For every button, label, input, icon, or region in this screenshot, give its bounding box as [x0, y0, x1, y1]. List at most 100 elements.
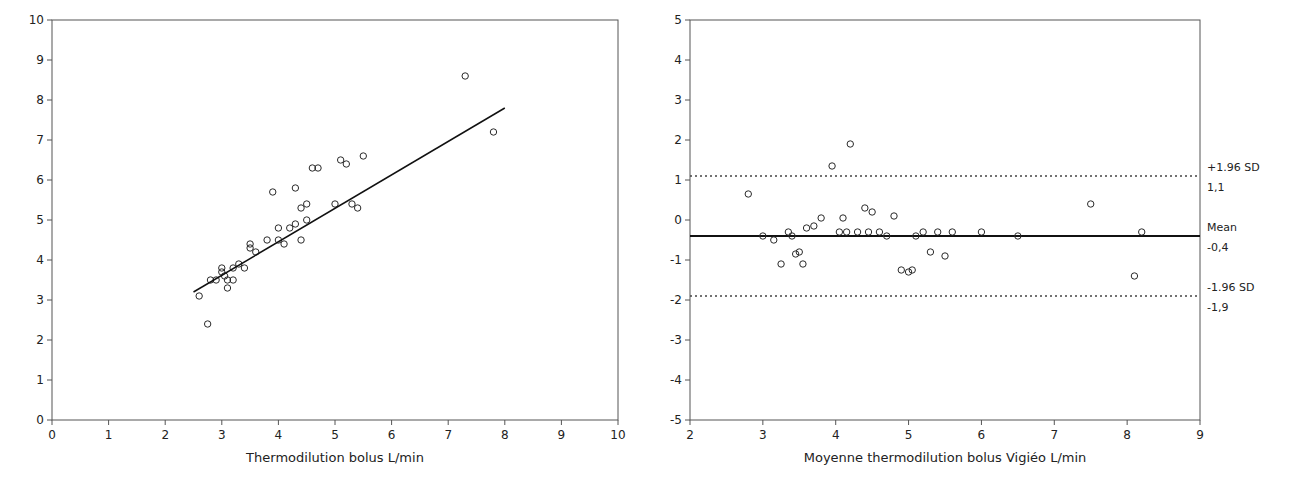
x-tick	[221, 420, 222, 425]
scatter-point	[196, 293, 202, 299]
x-tick	[278, 420, 279, 425]
scatter-point	[800, 261, 806, 267]
page: {"chart_data": [ {"type": "scatter", "x_…	[0, 0, 1301, 480]
y-tick	[47, 340, 52, 341]
x-tick	[448, 420, 449, 425]
scatter-point	[292, 221, 298, 227]
y-tick	[685, 220, 690, 221]
x-tick-label: 5	[905, 428, 913, 442]
y-tick-label: 0	[36, 413, 44, 427]
y-tick	[685, 420, 690, 421]
y-tick-label: 0	[674, 213, 682, 227]
scatter-point	[241, 265, 247, 271]
scatter-point	[264, 237, 270, 243]
scatter-point	[462, 73, 468, 79]
x-tick	[504, 420, 505, 425]
axes: 012345678910012345678910Thermodilution b…	[29, 13, 626, 465]
scatter-point	[224, 285, 230, 291]
x-tick	[762, 420, 763, 425]
y-tick	[685, 20, 690, 21]
scatter-point	[876, 229, 882, 235]
x-tick-label: 2	[686, 428, 694, 442]
y-tick-label: 6	[36, 173, 44, 187]
scatter-point	[360, 153, 366, 159]
x-tick-label: 1	[105, 428, 113, 442]
y-tick	[685, 100, 690, 101]
y-tick-label: 4	[36, 253, 44, 267]
scatter-point	[1088, 201, 1094, 207]
scatter-point	[760, 233, 766, 239]
scatter-point	[304, 201, 310, 207]
reference-label: +1.96 SD	[1207, 161, 1260, 174]
scatter-point	[745, 191, 751, 197]
x-tick	[981, 420, 982, 425]
y-tick-label: 8	[36, 93, 44, 107]
y-tick-label: 10	[29, 13, 44, 27]
y-tick	[47, 180, 52, 181]
y-tick	[47, 380, 52, 381]
y-tick-label: 3	[674, 93, 682, 107]
scatter-point	[204, 321, 210, 327]
scatter-point	[292, 185, 298, 191]
y-tick	[47, 300, 52, 301]
y-tick	[685, 140, 690, 141]
scatter-point	[862, 205, 868, 211]
x-tick	[108, 420, 109, 425]
scatter-point	[854, 229, 860, 235]
scatter-point	[281, 241, 287, 247]
plot-frame	[690, 20, 1200, 420]
scatter-point	[796, 249, 802, 255]
scatter-point	[315, 165, 321, 171]
x-tick-label: 9	[558, 428, 566, 442]
y-tick	[47, 20, 52, 21]
scatter-point	[275, 225, 281, 231]
x-tick	[335, 420, 336, 425]
x-tick	[561, 420, 562, 425]
reference-value-label: 1,1	[1207, 181, 1225, 194]
y-tick	[47, 220, 52, 221]
x-tick	[1200, 420, 1201, 425]
y-tick	[685, 180, 690, 181]
scatter-point	[935, 229, 941, 235]
scatter-point	[898, 267, 904, 273]
y-tick	[685, 380, 690, 381]
y-tick	[47, 60, 52, 61]
reference-value-label: -0,4	[1207, 241, 1228, 254]
x-tick-label: 3	[759, 428, 767, 442]
y-tick-label: 1	[36, 373, 44, 387]
scatter-point	[778, 261, 784, 267]
scatter-point	[829, 163, 835, 169]
x-tick-label: 8	[501, 428, 509, 442]
x-tick-label: 9	[1196, 428, 1204, 442]
scatter-point	[247, 241, 253, 247]
scatter-point	[920, 229, 926, 235]
scatter-point	[298, 237, 304, 243]
scatter-point	[891, 213, 897, 219]
scatter-point	[978, 229, 984, 235]
scatter-point	[771, 237, 777, 243]
scatter-point	[785, 229, 791, 235]
x-tick-label: 4	[275, 428, 283, 442]
chart-canvas: 012345678910012345678910Thermodilution b…	[0, 0, 1301, 480]
y-tick-label: 5	[674, 13, 682, 27]
reference-label: -1.96 SD	[1207, 281, 1254, 294]
y-tick-label: -4	[670, 373, 682, 387]
x-tick-label: 2	[161, 428, 169, 442]
reference-value-label: -1,9	[1207, 301, 1228, 314]
scatter-point	[913, 233, 919, 239]
x-axis-label: Moyenne thermodilution bolus Vigiéo L/mi…	[804, 450, 1087, 465]
scatter-point	[836, 229, 842, 235]
axes: 23456789-5-4-3-2-1012345Moyenne thermodi…	[670, 13, 1204, 465]
x-tick-label: 10	[610, 428, 625, 442]
y-tick-label: 7	[36, 133, 44, 147]
x-tick	[1054, 420, 1055, 425]
panel: 23456789-5-4-3-2-1012345Moyenne thermodi…	[670, 13, 1260, 465]
scatter-point	[843, 229, 849, 235]
scatter-point	[811, 223, 817, 229]
scatter-point	[909, 267, 915, 273]
x-tick-label: 6	[388, 428, 396, 442]
y-tick-label: -3	[670, 333, 682, 347]
x-tick-label: 6	[978, 428, 986, 442]
scatter-point	[803, 225, 809, 231]
scatter-point	[1139, 229, 1145, 235]
